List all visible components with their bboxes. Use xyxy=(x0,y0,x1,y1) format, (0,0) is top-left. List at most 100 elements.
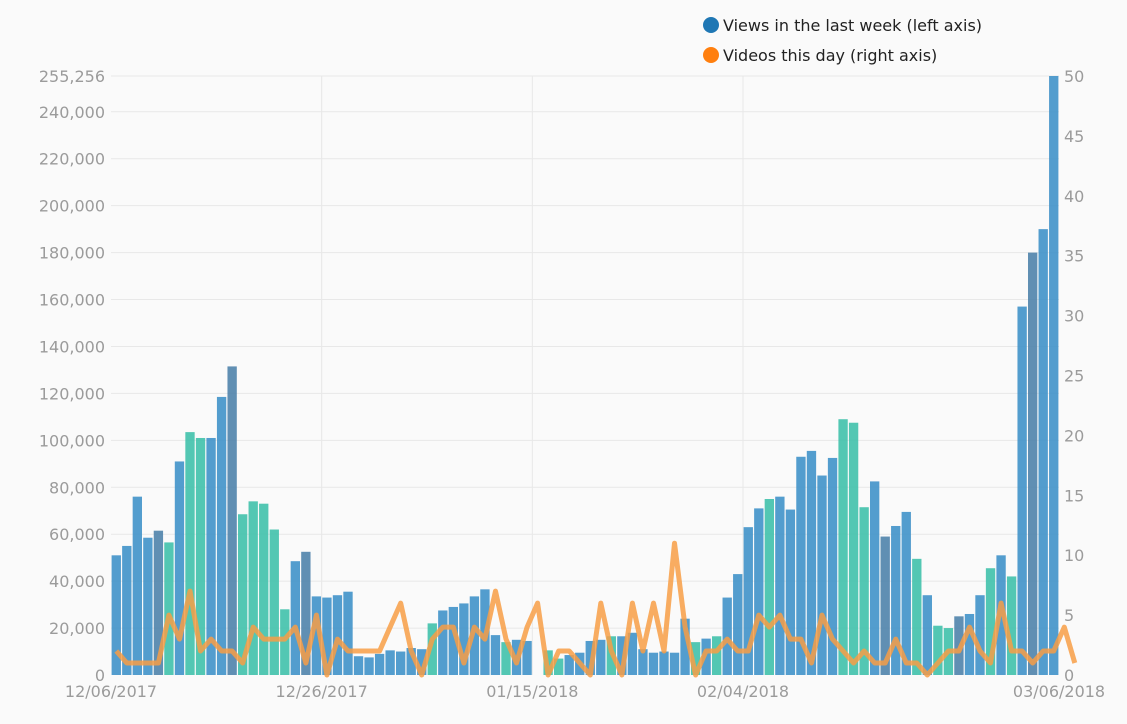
x-tick-label: 03/06/2018 xyxy=(1013,682,1105,701)
views-bar xyxy=(627,632,638,675)
views-bar xyxy=(132,496,142,675)
left-tick-label: 120,000 xyxy=(39,384,105,403)
views-bar xyxy=(322,597,332,675)
views-bar xyxy=(848,422,859,675)
views-bar xyxy=(343,591,353,675)
views-bar xyxy=(743,527,753,675)
views-bar xyxy=(690,642,701,675)
views-bar xyxy=(448,606,458,675)
views-bar xyxy=(964,613,975,675)
views-bar xyxy=(733,574,743,675)
views-bar xyxy=(269,529,279,675)
views-bar xyxy=(659,651,669,675)
views-bar xyxy=(1017,306,1027,675)
views-bar xyxy=(827,457,838,675)
views-bar xyxy=(501,642,511,675)
views-bar xyxy=(1028,252,1038,675)
views-bar xyxy=(680,618,690,675)
left-axis: 0 20,000 40,000 60,000 80,000 100,000 120,000 1… xyxy=(39,67,105,685)
right-tick-label: 20 xyxy=(1064,426,1084,445)
x-tick-label: 02/04/2018 xyxy=(697,682,789,701)
views-bar xyxy=(554,658,564,675)
views-bar xyxy=(648,652,659,675)
views-bar xyxy=(185,432,195,675)
right-tick-label: 40 xyxy=(1064,187,1084,206)
views-bar xyxy=(385,650,395,675)
views-bar xyxy=(1006,576,1017,675)
views-bar xyxy=(153,530,164,675)
views-bar xyxy=(364,657,374,675)
left-tick-label: 240,000 xyxy=(39,103,105,122)
right-tick-label: 30 xyxy=(1064,307,1084,326)
views-bar xyxy=(490,635,501,675)
legend-label-videos: Videos this day (right axis) xyxy=(723,45,938,65)
views-bar xyxy=(301,551,311,675)
views-bar xyxy=(775,496,785,675)
right-tick-label: 10 xyxy=(1064,546,1084,565)
views-bar xyxy=(817,475,827,675)
left-tick-label: 100,000 xyxy=(39,431,105,450)
left-tick-label: 40,000 xyxy=(49,572,105,591)
views-bar xyxy=(754,508,764,675)
views-bar xyxy=(174,461,185,675)
views-bar xyxy=(870,481,880,675)
views-bar xyxy=(712,636,722,675)
views-bar xyxy=(259,503,269,675)
right-tick-label: 25 xyxy=(1064,367,1084,386)
views-bar xyxy=(638,649,648,675)
left-tick-label: 140,000 xyxy=(39,337,105,356)
views-bar xyxy=(195,437,206,675)
right-tick-label: 15 xyxy=(1064,486,1084,505)
views-bar xyxy=(722,597,732,675)
left-tick-label: 220,000 xyxy=(39,150,105,169)
views-bar xyxy=(669,652,680,675)
view-bars xyxy=(111,76,1059,675)
left-tick-label: 160,000 xyxy=(39,291,105,310)
views-bar xyxy=(280,609,290,675)
views-bar xyxy=(353,656,364,675)
views-bar xyxy=(111,555,121,675)
legend-item-videos[interactable]: Videos this day (right axis) xyxy=(703,40,982,70)
right-tick-label: 50 xyxy=(1064,67,1084,86)
views-bar xyxy=(838,419,848,675)
views-bar xyxy=(796,456,806,675)
right-tick-label: 45 xyxy=(1064,127,1084,146)
legend: Views in the last week (left axis) Video… xyxy=(703,10,982,70)
legend-swatch-views xyxy=(703,17,719,33)
views-bar xyxy=(912,558,922,675)
x-tick-label: 12/26/2017 xyxy=(276,682,368,701)
views-bar xyxy=(290,561,300,675)
views-bar xyxy=(933,625,943,675)
views-bar xyxy=(164,542,174,675)
views-bar xyxy=(248,501,258,675)
views-bar xyxy=(880,536,890,675)
views-bar xyxy=(459,603,469,675)
legend-item-views[interactable]: Views in the last week (left axis) xyxy=(703,10,982,40)
views-bar xyxy=(122,545,132,675)
videos-line xyxy=(114,540,1078,678)
views-bar xyxy=(427,623,437,675)
views-bar xyxy=(564,655,574,675)
right-tick-label: 35 xyxy=(1064,247,1084,266)
grid xyxy=(111,75,1059,675)
x-tick-label: 12/06/2017 xyxy=(65,682,157,701)
left-tick-label: 60,000 xyxy=(49,525,105,544)
left-tick-label: 180,000 xyxy=(39,244,105,263)
right-axis: 0 5 10 15 20 25 30 35 40 45 50 xyxy=(1064,67,1084,685)
right-tick-label: 0 xyxy=(1064,666,1074,685)
views-bar xyxy=(806,450,817,675)
views-bar xyxy=(617,636,627,675)
views-bar xyxy=(1038,229,1048,675)
views-bar xyxy=(143,537,153,675)
views-bar xyxy=(227,366,237,675)
views-bar xyxy=(891,525,901,675)
left-tick-label: 200,000 xyxy=(39,197,105,216)
views-bar xyxy=(406,648,416,675)
left-tick-label: 0 xyxy=(95,666,105,685)
views-bar xyxy=(417,649,427,675)
x-axis: 12/06/2017 12/26/2017 01/15/2018 02/04/2018… xyxy=(65,682,1105,701)
views-bar xyxy=(985,568,996,675)
views-bar xyxy=(374,653,385,675)
left-tick-label: 255,256 xyxy=(39,67,105,86)
